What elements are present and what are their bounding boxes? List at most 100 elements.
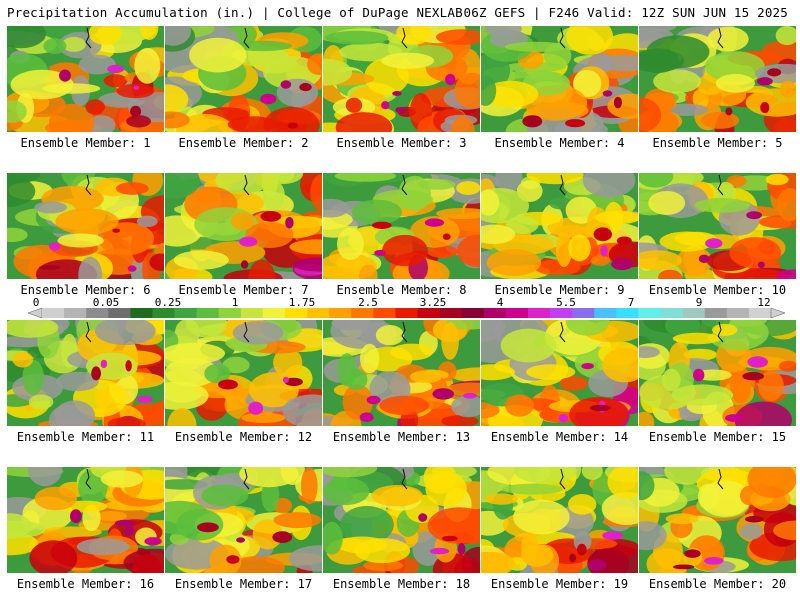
precip-field (7, 26, 164, 132)
colorbar-swatch (64, 308, 87, 318)
colorbar-tick-label: 1.75 (288, 296, 316, 309)
ensemble-member-map (481, 173, 638, 279)
coastline (243, 27, 250, 49)
colorbar-swatch (638, 308, 661, 318)
ensemble-member-label: Ensemble Member: 15 (648, 430, 787, 444)
colorbar-swatch (483, 308, 507, 318)
colorbar-swatch (682, 308, 706, 318)
ensemble-member-label: Ensemble Member: 20 (648, 577, 787, 591)
ensemble-member-label: Ensemble Member: 14 (490, 430, 629, 444)
colorbar-swatch (174, 308, 197, 318)
ensemble-member-map (323, 26, 480, 132)
precip-field (165, 173, 322, 279)
ensemble-member-label: Ensemble Member: 6 (20, 283, 151, 297)
ensemble-member-label: Ensemble Member: 13 (332, 430, 471, 444)
ensemble-member-map (165, 26, 322, 132)
colorbar-swatch (660, 308, 683, 318)
coastline (717, 174, 724, 196)
coastline (85, 27, 92, 49)
colorbar-swatch (461, 308, 485, 318)
ensemble-member-label: Ensemble Member: 17 (174, 577, 313, 591)
precip-field (323, 173, 480, 279)
coastline (559, 321, 566, 343)
ensemble-member-map (639, 26, 796, 132)
coastline (559, 468, 566, 490)
colorbar-tick-label: 0.25 (154, 296, 182, 309)
colorbar-swatch (550, 308, 573, 318)
colorbar-swatch (285, 308, 308, 318)
colorbar-swatch (748, 308, 772, 318)
colorbar-tick-label: 9 (695, 296, 703, 309)
precip-field (165, 467, 322, 573)
colorbar-swatch (616, 308, 639, 318)
colorbar-swatch (196, 308, 220, 318)
coastline (717, 27, 724, 49)
colorbar-swatch (130, 308, 153, 318)
coastline (85, 321, 92, 343)
ensemble-member-label: Ensemble Member: 10 (648, 283, 787, 297)
ensemble-member-map (323, 320, 480, 426)
coastline (401, 174, 408, 196)
colorbar-swatch (373, 308, 396, 318)
ensemble-member-map (639, 320, 796, 426)
precip-field (639, 26, 796, 132)
map-title: Precipitation Accumulation (in.) | Colle… (7, 5, 463, 20)
ensemble-member-label: Ensemble Member: 3 (336, 136, 467, 150)
ensemble-member-map (165, 467, 322, 573)
ensemble-member-label: Ensemble Member: 8 (336, 283, 467, 297)
precip-field (323, 26, 480, 132)
precip-field (323, 320, 480, 426)
colorbar-swatch (108, 308, 131, 318)
precip-colorbar (28, 308, 785, 318)
colorbar-swatch (240, 308, 264, 318)
colorbar-tick-label: 0 (32, 296, 40, 309)
colorbar-swatch (572, 308, 595, 318)
coastline (559, 174, 566, 196)
colorbar-swatch (528, 308, 551, 318)
ensemble-member-map (165, 320, 322, 426)
colorbar-swatch (307, 308, 330, 318)
colorbar-swatch (218, 308, 242, 318)
coastline (401, 321, 408, 343)
precip-field (481, 173, 638, 279)
coastline (401, 27, 408, 49)
colorbar-tick-label: 12 (757, 296, 771, 309)
precip-field (7, 173, 164, 279)
ensemble-member-label: Ensemble Member: 5 (652, 136, 783, 150)
ensemble-member-map (165, 173, 322, 279)
precip-field (481, 467, 638, 573)
ensemble-member-label: Ensemble Member: 18 (332, 577, 471, 591)
colorbar-tick-label: 5.5 (556, 296, 576, 309)
colorbar-tick-label: 2.5 (358, 296, 378, 309)
ensemble-member-label: Ensemble Member: 1 (20, 136, 151, 150)
ensemble-member-map (323, 467, 480, 573)
precip-field (7, 467, 164, 573)
ensemble-member-label: Ensemble Member: 4 (494, 136, 625, 150)
coastline (85, 468, 92, 490)
colorbar-tick-label: 1 (231, 296, 239, 309)
ensemble-member-label: Ensemble Member: 11 (16, 430, 155, 444)
ensemble-member-label: Ensemble Member: 7 (178, 283, 309, 297)
coastline (559, 27, 566, 49)
precip-field (7, 320, 164, 426)
colorbar-swatch (439, 308, 463, 318)
coastline (243, 321, 250, 343)
colorbar-swatch (726, 308, 750, 318)
colorbar-swatch (262, 308, 286, 318)
colorbar-swatch (152, 308, 175, 318)
precip-field (639, 173, 796, 279)
coastline (243, 468, 250, 490)
colorbar-swatch (704, 308, 728, 318)
precip-field (323, 467, 480, 573)
coastline (243, 174, 250, 196)
ensemble-member-map (323, 173, 480, 279)
ensemble-member-map (481, 26, 638, 132)
colorbar-tick-label: 0.05 (92, 296, 120, 309)
run-valid-time: 06Z GEFS | F246 Valid: 12Z SUN JUN 15 20… (463, 5, 788, 20)
ensemble-member-map (7, 173, 164, 279)
ensemble-member-map (639, 173, 796, 279)
coastline (717, 468, 724, 490)
precip-field (165, 26, 322, 132)
precip-field (639, 467, 796, 573)
ensemble-member-label: Ensemble Member: 2 (178, 136, 309, 150)
